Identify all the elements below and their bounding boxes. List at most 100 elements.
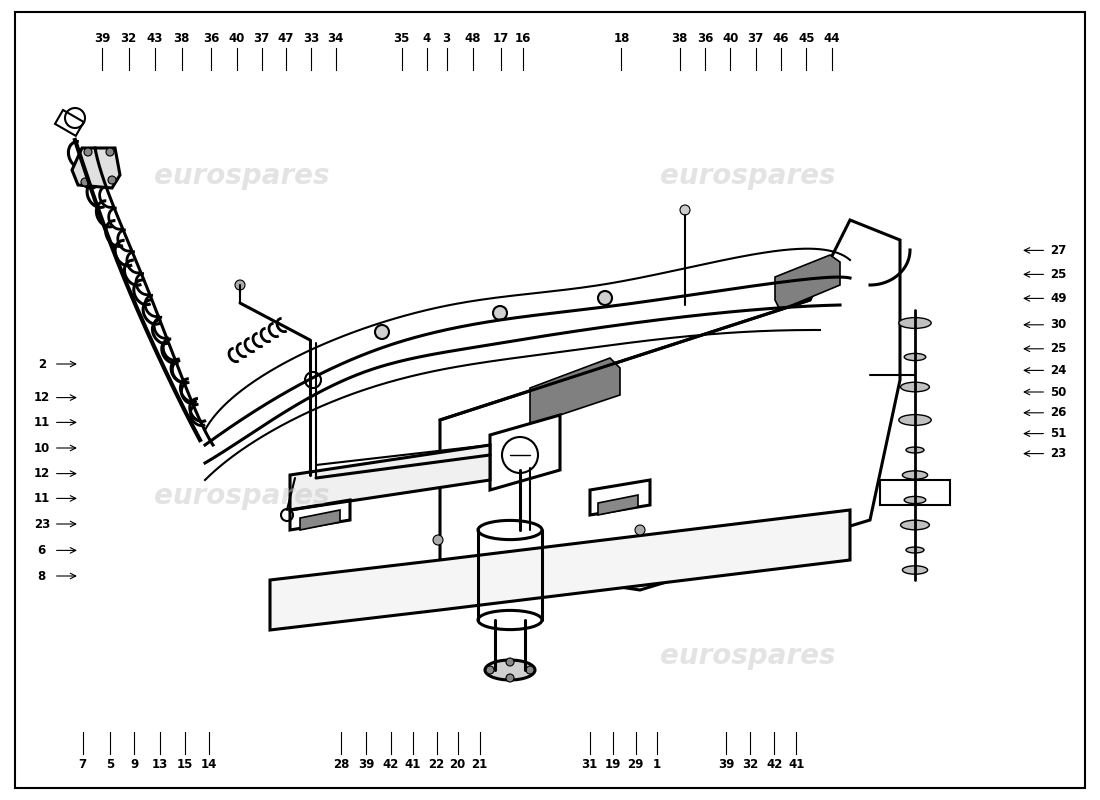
Text: 20: 20 [450, 758, 465, 770]
Text: 2: 2 [37, 358, 46, 370]
Text: 30: 30 [1050, 318, 1066, 331]
Text: 38: 38 [672, 32, 688, 45]
Text: 25: 25 [1050, 342, 1066, 355]
Circle shape [486, 666, 494, 674]
Text: eurospares: eurospares [154, 162, 330, 190]
Text: 46: 46 [772, 32, 790, 45]
Text: 42: 42 [767, 758, 782, 770]
Ellipse shape [906, 447, 924, 453]
Text: 11: 11 [34, 416, 50, 429]
Text: 28: 28 [333, 758, 349, 770]
Ellipse shape [485, 660, 535, 680]
Circle shape [433, 535, 443, 545]
Polygon shape [440, 220, 900, 590]
Text: 12: 12 [34, 467, 50, 480]
Text: 33: 33 [304, 32, 319, 45]
Text: 36: 36 [204, 32, 219, 45]
Circle shape [235, 280, 245, 290]
Ellipse shape [899, 318, 932, 328]
Text: 36: 36 [697, 32, 713, 45]
Text: 43: 43 [147, 32, 163, 45]
Text: 13: 13 [152, 758, 167, 770]
Text: 34: 34 [328, 32, 343, 45]
Ellipse shape [904, 354, 926, 361]
Polygon shape [490, 415, 560, 490]
Text: 38: 38 [174, 32, 189, 45]
Text: 9: 9 [130, 758, 139, 770]
Circle shape [598, 291, 612, 305]
Text: 32: 32 [121, 32, 136, 45]
Ellipse shape [478, 610, 542, 630]
Circle shape [635, 525, 645, 535]
Text: 23: 23 [1050, 447, 1066, 460]
Text: 41: 41 [789, 758, 804, 770]
Polygon shape [530, 358, 620, 425]
Text: 12: 12 [34, 391, 50, 404]
Text: 22: 22 [429, 758, 444, 770]
Text: 31: 31 [582, 758, 597, 770]
Text: 14: 14 [201, 758, 217, 770]
Text: 49: 49 [1049, 292, 1067, 305]
Text: 37: 37 [748, 32, 763, 45]
Text: 16: 16 [515, 32, 530, 45]
Ellipse shape [901, 382, 930, 392]
Text: 40: 40 [229, 32, 244, 45]
Circle shape [81, 178, 89, 186]
Ellipse shape [902, 470, 927, 479]
Bar [880, 480, 950, 505]
Text: 23: 23 [34, 518, 50, 530]
Text: 42: 42 [383, 758, 398, 770]
Circle shape [506, 674, 514, 682]
Text: 37: 37 [254, 32, 270, 45]
Text: 4: 4 [422, 32, 431, 45]
Text: 41: 41 [405, 758, 420, 770]
Text: 7: 7 [78, 758, 87, 770]
Text: 26: 26 [1050, 406, 1066, 419]
Polygon shape [598, 495, 638, 515]
Text: 40: 40 [723, 32, 738, 45]
Text: 35: 35 [394, 32, 409, 45]
Text: 18: 18 [614, 32, 629, 45]
Text: 6: 6 [37, 544, 46, 557]
Text: eurospares: eurospares [660, 162, 836, 190]
Circle shape [106, 148, 114, 156]
Polygon shape [300, 510, 340, 530]
Polygon shape [72, 148, 120, 188]
Ellipse shape [901, 520, 930, 530]
Text: 1: 1 [652, 758, 661, 770]
Text: 32: 32 [742, 758, 758, 770]
Circle shape [506, 658, 514, 666]
Text: 47: 47 [278, 32, 294, 45]
Text: 15: 15 [177, 758, 192, 770]
Circle shape [375, 325, 389, 339]
Ellipse shape [902, 566, 927, 574]
Text: 3: 3 [442, 32, 451, 45]
Text: 8: 8 [37, 570, 46, 582]
Text: eurospares: eurospares [660, 642, 836, 670]
Text: 51: 51 [1050, 427, 1066, 440]
Text: 44: 44 [823, 32, 840, 45]
Ellipse shape [906, 547, 924, 553]
Circle shape [84, 148, 92, 156]
Circle shape [108, 176, 115, 184]
Text: 17: 17 [493, 32, 508, 45]
Text: 39: 39 [359, 758, 374, 770]
Text: eurospares: eurospares [154, 482, 330, 510]
Text: 48: 48 [464, 32, 482, 45]
Text: 39: 39 [95, 32, 110, 45]
Text: 24: 24 [1050, 364, 1066, 377]
Polygon shape [270, 510, 850, 630]
Text: 27: 27 [1050, 244, 1066, 257]
Ellipse shape [899, 414, 932, 426]
Text: 45: 45 [798, 32, 814, 45]
Ellipse shape [904, 496, 926, 504]
Text: 21: 21 [472, 758, 487, 770]
Text: 25: 25 [1050, 268, 1066, 281]
Polygon shape [776, 255, 840, 310]
Circle shape [493, 306, 507, 320]
Text: 39: 39 [718, 758, 734, 770]
Polygon shape [290, 445, 490, 510]
Circle shape [526, 666, 534, 674]
Text: 29: 29 [628, 758, 643, 770]
Text: 50: 50 [1050, 386, 1066, 398]
